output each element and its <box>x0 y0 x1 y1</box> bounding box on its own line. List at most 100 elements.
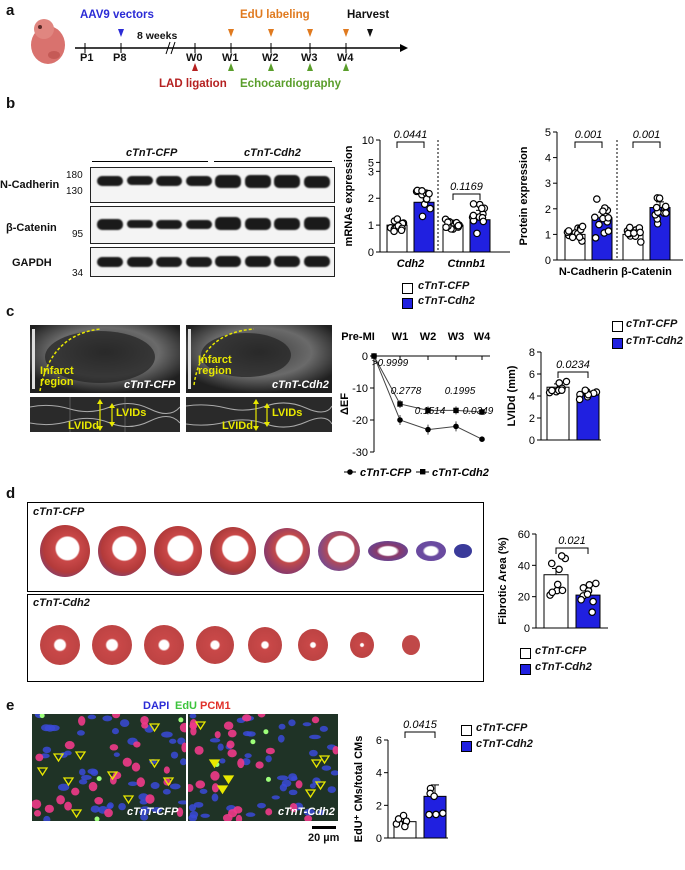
blot-band <box>274 218 300 230</box>
d-legend-swatch-cdh2 <box>520 664 531 675</box>
panel-label-a: a <box>6 2 15 19</box>
pcm1-nucleus <box>257 714 266 718</box>
y-tick-label: 3 <box>368 166 374 178</box>
y-tick-label: 2 <box>368 193 374 205</box>
dapi-nucleus <box>302 722 312 727</box>
blot-band <box>97 257 123 267</box>
d-cdh2-label: cTnT-Cdh2 <box>33 597 90 609</box>
y-tick-label: 0 <box>376 833 382 845</box>
data-point <box>593 195 601 203</box>
edu-label: EdU labeling <box>240 9 310 21</box>
arrowhead <box>318 755 331 765</box>
y-tick-label: 6 <box>376 735 382 747</box>
data-point <box>589 597 597 606</box>
dapi-nucleus <box>64 750 72 756</box>
dapi-nucleus <box>177 800 186 805</box>
heart-section <box>416 541 446 561</box>
e-legend-swatch-cfp <box>461 725 472 736</box>
blot-band <box>303 217 330 230</box>
data-point <box>592 579 600 588</box>
heart-section <box>264 528 310 574</box>
data-point <box>557 386 566 394</box>
data-point <box>583 590 592 598</box>
micrograph-svg <box>32 714 186 821</box>
p-value: 0.021 <box>558 535 586 547</box>
y-tick-label: 1 <box>368 220 374 232</box>
echo-arrow <box>307 63 313 71</box>
pcm1-nucleus <box>179 722 186 733</box>
blot-group-cdh2: cTnT-Cdh2 <box>244 147 301 159</box>
edu-nucleus <box>265 776 271 782</box>
dapi-nucleus <box>169 738 177 744</box>
dapi-nucleus <box>189 714 197 719</box>
blot-band <box>215 217 241 230</box>
dapi-nucleus <box>244 753 252 759</box>
pcm1-nucleus <box>140 716 149 725</box>
echo-arrow <box>343 63 349 71</box>
pcm1-nucleus <box>235 814 243 821</box>
data-point <box>439 809 447 818</box>
c-legend-swatch-cdh2 <box>612 338 623 349</box>
arrowhead <box>208 759 221 769</box>
heart-section <box>298 629 328 661</box>
data-point <box>585 581 594 589</box>
pcm1-nucleus <box>64 801 72 811</box>
mw-130: 130 <box>66 186 83 197</box>
pcm1-nucleus <box>226 740 235 749</box>
dapi-nucleus <box>246 731 256 737</box>
dapi-nucleus <box>277 734 285 743</box>
x-tick-label: Ctnnb1 <box>448 258 486 270</box>
lvidd-label-2: LVIDd <box>222 420 253 432</box>
pcm1-nucleus <box>227 749 237 758</box>
lvidd-label-1: LVIDd <box>68 420 99 432</box>
data-point <box>578 222 587 231</box>
x-tick-label: W1 <box>392 331 409 343</box>
p-value: 0.2778 <box>391 386 422 397</box>
legend-label: cTnT-CFP <box>360 467 412 479</box>
e-legend-swatch-cdh2 <box>461 741 472 752</box>
pcm1-nucleus <box>211 783 219 793</box>
blot-band <box>303 256 330 267</box>
blot-group-cfp: cTnT-CFP <box>126 147 178 159</box>
lvids-label-1: LVIDs <box>116 407 147 419</box>
heart-section <box>40 625 80 665</box>
blot-bcat <box>90 206 335 244</box>
y-axis-label: LVIDd (mm) <box>506 365 518 426</box>
arrowhead <box>148 759 161 769</box>
legend-cdh2: cTnT-Cdh2 <box>418 295 475 307</box>
pcm1-nucleus <box>163 766 170 774</box>
pcm1-nucleus <box>194 746 204 755</box>
dapi-nucleus <box>42 746 52 754</box>
significance-bracket <box>452 193 481 200</box>
dapi-nucleus <box>318 809 325 816</box>
y-tick-label: 0 <box>368 247 374 259</box>
arrowhead <box>62 777 75 787</box>
blot-gapdh <box>90 247 335 277</box>
pcm1-label: PCM1 <box>200 700 231 712</box>
dapi-nucleus <box>79 768 86 776</box>
dapi-nucleus <box>209 738 221 743</box>
pcm1-nucleus <box>109 744 119 751</box>
dapi-nucleus <box>90 805 100 813</box>
mw-34: 34 <box>72 268 84 279</box>
dapi-nucleus <box>199 788 208 794</box>
data-point <box>469 211 478 220</box>
dapi-nucleus <box>309 734 321 740</box>
blot-ncad <box>90 167 335 203</box>
data-point <box>453 423 459 430</box>
data-point <box>548 386 556 395</box>
blot-band <box>97 176 123 186</box>
pcm1-nucleus <box>44 804 54 813</box>
data-point <box>547 559 556 568</box>
p-value: 0.0234 <box>556 359 590 371</box>
e-cfp-label: cTnT-CFP <box>127 806 179 818</box>
harvest-arrow <box>367 29 373 37</box>
data-point <box>662 209 670 217</box>
dapi-nucleus <box>327 786 336 793</box>
data-point <box>636 228 644 237</box>
y-tick-label: 60 <box>518 529 530 541</box>
data-point <box>418 187 426 195</box>
dapi-nucleus <box>321 765 332 771</box>
blot-band <box>126 176 153 185</box>
